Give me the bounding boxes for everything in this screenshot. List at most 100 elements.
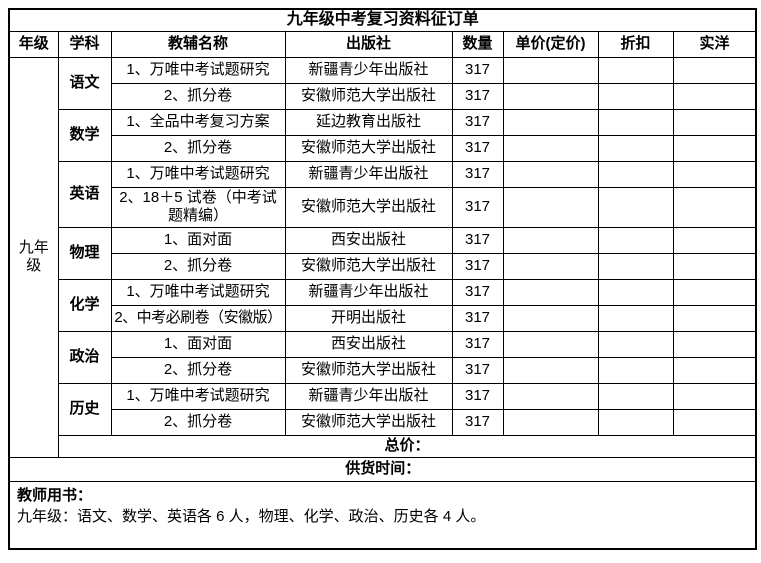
publisher-cell: 开明出版社 [284, 304, 453, 332]
book-name-cell: 1、面对面 [110, 330, 286, 358]
discount-cell [597, 356, 674, 384]
col-header-grade: 年级 [8, 30, 59, 58]
unit-price-cell [502, 226, 599, 254]
book-name-cell: 1、全品中考复习方案 [110, 108, 286, 136]
quantity-cell: 317 [451, 330, 504, 358]
teacher-books-detail: 九年级：语文、数学、英语各 6 人，物理、化学、政治、历史各 4 人。 [17, 507, 486, 525]
table-row: 2、中考必刷卷（安徽版） 开明出版社 317 [9, 304, 757, 332]
net-price-cell [672, 304, 757, 332]
table-row: 九年级 语文 1、万唯中考试题研究 新疆青少年出版社 317 [8, 56, 757, 458]
discount-cell [597, 278, 674, 306]
unit-price-cell [502, 160, 599, 188]
publisher-cell: 安徽师范大学出版社 [284, 186, 453, 228]
table-row: 2、18＋5 试卷（中考试题精编） 安徽师范大学出版社 317 [9, 186, 757, 228]
table-row: 数学 1、全品中考复习方案 延边教育出版社 317 [9, 108, 757, 162]
total-row: 总价： [9, 434, 757, 458]
unit-price-cell [502, 330, 599, 358]
col-header-quantity: 数量 [451, 30, 504, 58]
unit-price-cell [502, 252, 599, 280]
discount-cell [597, 82, 674, 110]
quantity-cell: 317 [451, 160, 504, 188]
unit-price-cell [502, 382, 599, 410]
book-name-cell: 2、抓分卷 [110, 134, 286, 162]
unit-price-cell [502, 356, 599, 384]
publisher-cell: 安徽师范大学出版社 [284, 252, 453, 280]
subject-cell-chemistry: 化学 [57, 278, 112, 332]
discount-cell [597, 226, 674, 254]
net-price-cell [672, 382, 757, 410]
discount-cell [597, 408, 674, 436]
subject-cell-history: 历史 [57, 382, 112, 436]
net-price-cell [672, 252, 757, 280]
total-label: 总价： [57, 434, 757, 458]
book-name-cell: 1、万唯中考试题研究 [110, 56, 286, 84]
quantity-cell: 317 [451, 108, 504, 136]
book-name-cell: 2、抓分卷 [110, 82, 286, 110]
discount-cell [597, 252, 674, 280]
net-price-cell [672, 56, 757, 84]
publisher-cell: 安徽师范大学出版社 [284, 82, 453, 110]
unit-price-cell [502, 304, 599, 332]
book-name-cell: 2、抓分卷 [110, 408, 286, 436]
quantity-cell: 317 [451, 304, 504, 332]
subject-cell-physics: 物理 [57, 226, 112, 280]
discount-cell [597, 330, 674, 358]
teacher-books-cell: 教师用书： 九年级：语文、数学、英语各 6 人，物理、化学、政治、历史各 4 人… [8, 480, 757, 550]
table-row: 2、抓分卷 安徽师范大学出版社 317 [9, 408, 757, 436]
publisher-cell: 新疆青少年出版社 [284, 382, 453, 410]
net-price-cell [672, 186, 757, 228]
supply-time-label: 供货时间： [8, 456, 757, 482]
book-name-cell: 1、万唯中考试题研究 [110, 278, 286, 306]
book-name-cell: 1、万唯中考试题研究 [110, 382, 286, 410]
subject-cell-politics: 政治 [57, 330, 112, 384]
col-header-publisher: 出版社 [284, 30, 453, 58]
quantity-cell: 317 [451, 356, 504, 384]
order-table: 九年级中考复习资料征订单 年级 学科 教辅名称 出版社 数量 单价(定价) 折扣… [8, 8, 758, 550]
discount-cell [597, 304, 674, 332]
subject-cell-chinese: 语文 [57, 56, 112, 110]
table-row: 政治 1、面对面 西安出版社 317 [9, 330, 757, 384]
book-name-cell: 2、中考必刷卷（安徽版） [110, 304, 286, 332]
table-row: 物理 1、面对面 西安出版社 317 [9, 226, 757, 280]
publisher-cell: 西安出版社 [284, 226, 453, 254]
net-price-cell [672, 82, 757, 110]
table-row: 2、抓分卷 安徽师范大学出版社 317 [9, 134, 757, 162]
discount-cell [597, 134, 674, 162]
subject-cell-math: 数学 [57, 108, 112, 162]
quantity-cell: 317 [451, 278, 504, 306]
net-price-cell [672, 278, 757, 306]
grade-cell: 九年级 [8, 56, 59, 458]
discount-cell [597, 160, 674, 188]
net-price-cell [672, 134, 757, 162]
subject-cell-english: 英语 [57, 160, 112, 228]
table-row: 英语 1、万唯中考试题研究 新疆青少年出版社 317 [9, 160, 757, 228]
form-title: 九年级中考复习资料征订单 [8, 8, 757, 32]
unit-price-cell [502, 408, 599, 436]
quantity-cell: 317 [451, 226, 504, 254]
quantity-cell: 317 [451, 382, 504, 410]
table-row: 历史 1、万唯中考试题研究 新疆青少年出版社 317 [9, 382, 757, 436]
publisher-cell: 新疆青少年出版社 [284, 160, 453, 188]
unit-price-cell [502, 278, 599, 306]
quantity-cell: 317 [451, 252, 504, 280]
discount-cell [597, 382, 674, 410]
col-header-book: 教辅名称 [110, 30, 286, 58]
supply-time-row: 供货时间： [8, 456, 757, 482]
discount-cell [597, 108, 674, 136]
book-name-cell: 1、万唯中考试题研究 [110, 160, 286, 188]
teacher-books-section: 教师用书： 九年级：语文、数学、英语各 6 人，物理、化学、政治、历史各 4 人… [8, 480, 757, 550]
publisher-cell: 安徽师范大学出版社 [284, 134, 453, 162]
publisher-cell: 延边教育出版社 [284, 108, 453, 136]
table-row: 化学 1、万唯中考试题研究 新疆青少年出版社 317 [9, 278, 757, 332]
publisher-cell: 安徽师范大学出版社 [284, 408, 453, 436]
table-row: 2、抓分卷 安徽师范大学出版社 317 [9, 356, 757, 384]
unit-price-cell [502, 134, 599, 162]
publisher-cell: 新疆青少年出版社 [284, 56, 453, 84]
teacher-books-title: 教师用书： [17, 486, 93, 504]
publisher-cell: 安徽师范大学出版社 [284, 356, 453, 384]
book-name-cell: 1、面对面 [110, 226, 286, 254]
publisher-cell: 西安出版社 [284, 330, 453, 358]
table-row: 2、抓分卷 安徽师范大学出版社 317 [9, 252, 757, 280]
col-header-unit-price: 单价(定价) [502, 30, 599, 58]
